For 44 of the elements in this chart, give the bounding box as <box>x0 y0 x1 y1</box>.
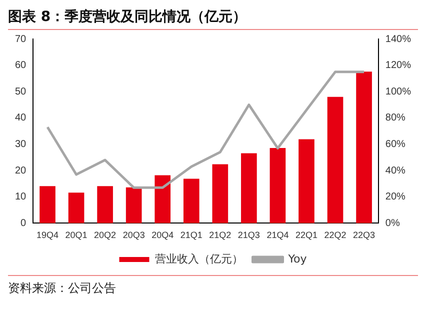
bar <box>126 187 142 224</box>
y-tick-label: 40 <box>15 112 27 124</box>
y2-tick-label: 20% <box>385 192 406 203</box>
y-tick-label: 10 <box>15 192 27 203</box>
y2-tick-label: 140% <box>385 34 412 45</box>
bar <box>40 186 56 224</box>
bar <box>241 153 257 224</box>
y2-tick-label: 120% <box>385 60 412 72</box>
y2-tick-label: 0% <box>385 218 400 229</box>
x-tick-label: 19Q4 <box>36 230 59 240</box>
x-tick-label: 21Q2 <box>209 230 232 240</box>
bar <box>298 139 314 224</box>
text: 资料来源：公司公告 <box>8 275 418 297</box>
y2-tick-label: 100% <box>385 86 412 98</box>
legend-label: Yoy <box>287 252 308 266</box>
bar <box>183 178 200 224</box>
x-tick-label: 22Q1 <box>295 230 318 240</box>
x-tick-label: 21Q3 <box>238 230 260 240</box>
bar <box>270 148 286 224</box>
bar <box>97 186 113 224</box>
legend-label: 营业收入（亿元） <box>154 252 243 266</box>
y-tick-label: 30 <box>15 139 27 150</box>
x-tick-label: 20Q1 <box>65 230 88 240</box>
x-tick-label: 22Q3 <box>353 230 376 240</box>
chart-title: 图表 8：季度营收及同比情况（亿元） <box>8 8 418 30</box>
x-tick-label: 20Q3 <box>122 230 145 240</box>
x-tick-label: 22Q2 <box>324 230 346 240</box>
y-tick-label: 20 <box>15 165 27 176</box>
x-tick-label: 21Q4 <box>266 230 289 240</box>
y2-tick-label: 60% <box>385 139 406 150</box>
y-tick-label: 0 <box>20 218 27 229</box>
bar <box>68 192 84 224</box>
x-tick-label: 21Q1 <box>180 230 202 240</box>
y-tick-label: 50 <box>15 86 27 98</box>
bar <box>327 96 344 224</box>
bar <box>356 72 372 224</box>
y-tick-label: 70 <box>15 34 27 45</box>
x-tick-label: 20Q4 <box>152 230 174 240</box>
y2-tick-label: 40% <box>385 165 406 176</box>
y-tick-label: 60 <box>15 60 27 72</box>
x-tick-label: 20Q2 <box>94 230 116 240</box>
bar <box>154 175 171 224</box>
bar <box>212 164 228 224</box>
y2-tick-label: 80% <box>385 112 406 124</box>
